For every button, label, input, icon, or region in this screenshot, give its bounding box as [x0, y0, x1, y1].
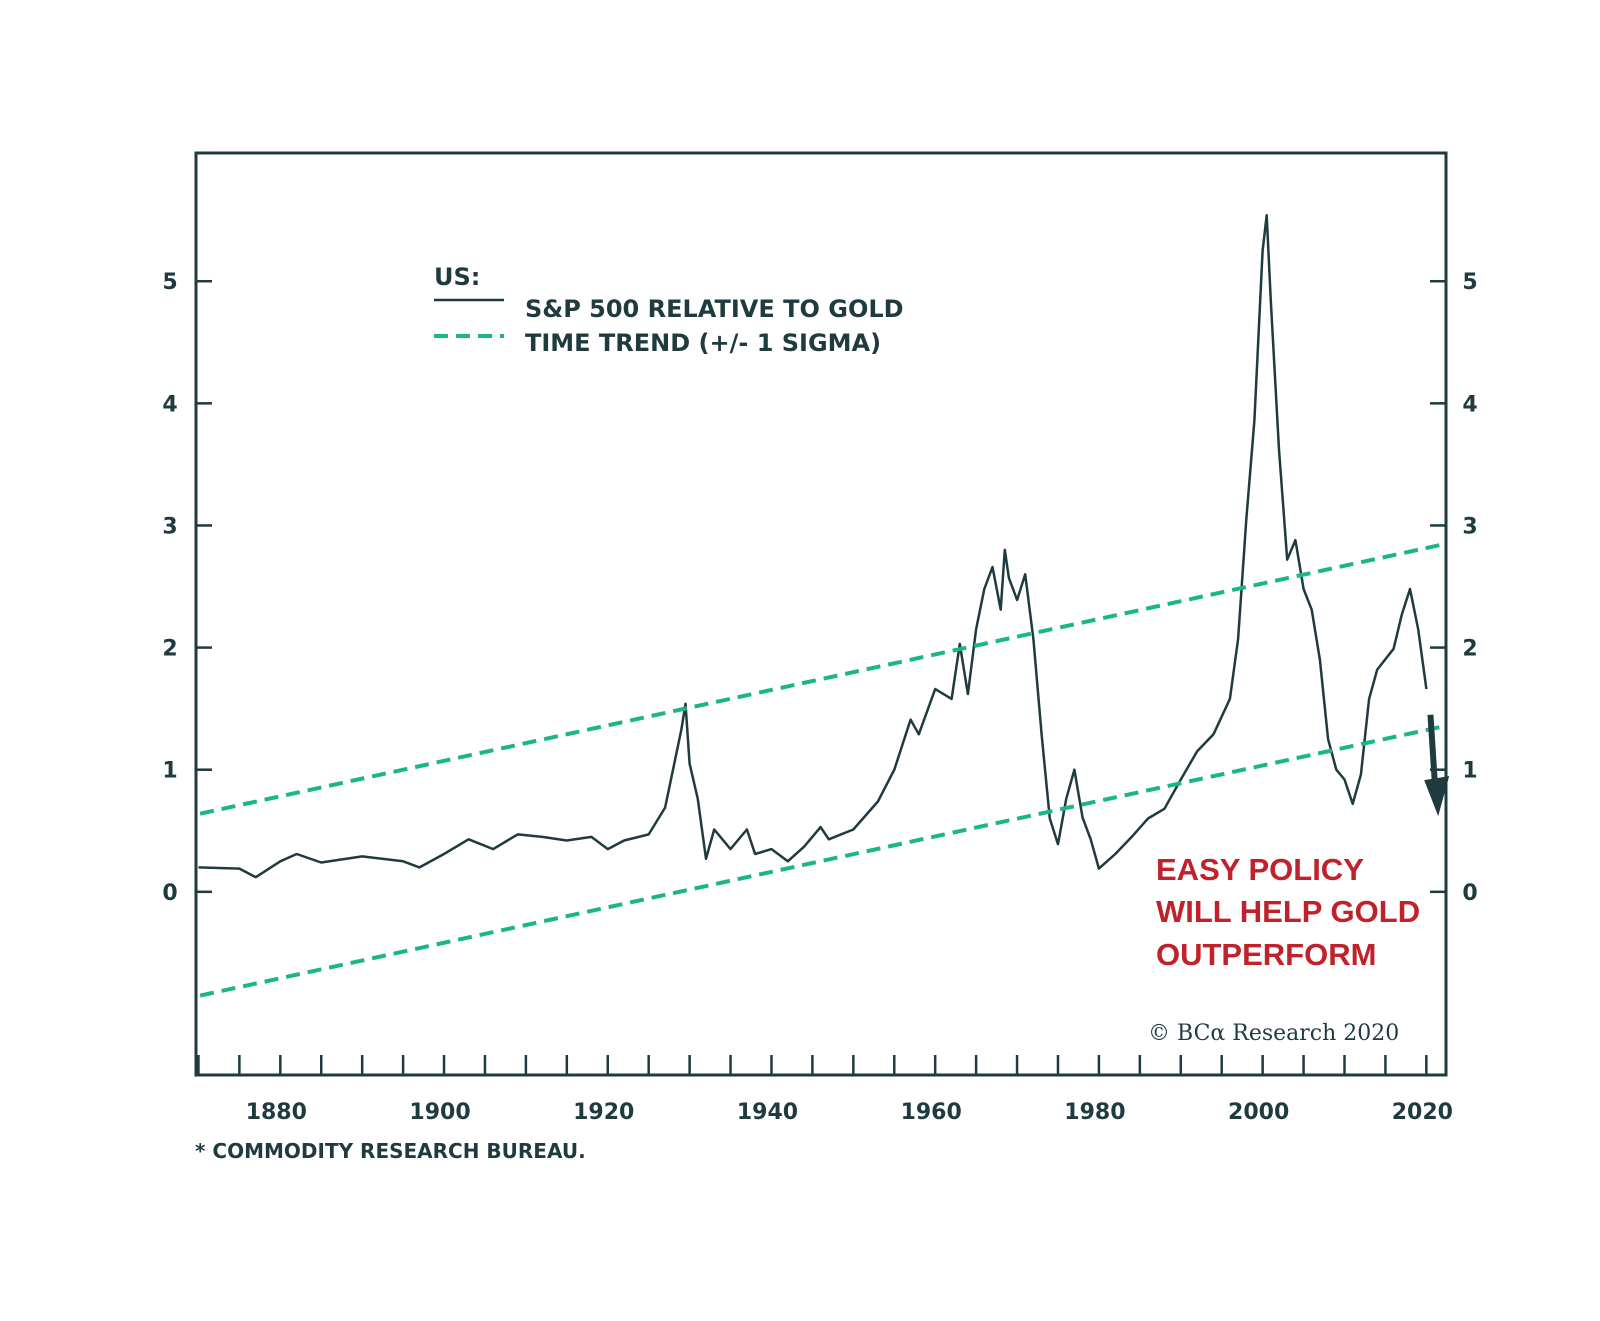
arrow-head [1424, 776, 1450, 817]
callout-line-1: EASY POLICY [1156, 852, 1364, 887]
y-tick-label-right: 2 [1462, 637, 1477, 662]
x-tick-label: 1940 [737, 1100, 798, 1125]
legend-label-trend: TIME TREND (+/- 1 SIGMA) [525, 329, 881, 357]
y-tick-label-left: 3 [162, 514, 177, 539]
series-layer [198, 214, 1441, 998]
y-tick-label-left: 1 [162, 759, 177, 784]
y-tick-label-right: 4 [1462, 392, 1477, 417]
legend: US: S&P 500 RELATIVE TO GOLD TIME TREND … [434, 263, 904, 357]
y-axis-ticks [196, 279, 1446, 894]
callout-line-2: WILL HELP GOLD [1156, 894, 1420, 929]
x-tick-label: 2020 [1392, 1100, 1453, 1125]
down-arrow-icon [1424, 714, 1450, 817]
sp500-gold-line [198, 214, 1428, 879]
legend-heading: US: [434, 263, 480, 291]
callout-line-3: OUTPERFORM [1156, 937, 1376, 972]
x-tick-label: 1980 [1064, 1100, 1125, 1125]
y-axis-labels-right: 0 1 2 3 4 5 [1462, 270, 1477, 906]
y-axis-labels-left: 0 1 2 3 4 5 [162, 270, 177, 906]
x-tick-label: 1900 [409, 1100, 470, 1125]
trend-line-lower [199, 725, 1441, 998]
credit-text: © BCα Research 2020 [1148, 1021, 1399, 1046]
y-tick-label-left: 4 [162, 392, 177, 417]
x-axis-labels: 1880 1900 1920 1940 1960 1980 2000 2020 [246, 1100, 1453, 1125]
x-tick-label: 2000 [1228, 1100, 1289, 1125]
x-axis-ticks [197, 1055, 1428, 1075]
y-tick-label-left: 0 [162, 881, 177, 906]
y-tick-label-right: 1 [1462, 759, 1477, 784]
y-tick-label-left: 2 [162, 637, 177, 662]
x-tick-label: 1960 [901, 1100, 962, 1125]
plot-frame [194, 151, 1448, 1077]
legend-label-sp500: S&P 500 RELATIVE TO GOLD [525, 295, 904, 323]
y-tick-label-right: 5 [1462, 270, 1477, 295]
trend-line-upper [199, 543, 1441, 816]
x-tick-label: 1880 [246, 1100, 307, 1125]
y-tick-label-right: 3 [1462, 514, 1477, 539]
footnote: * COMMODITY RESEARCH BUREAU. [195, 1139, 586, 1163]
y-tick-label-left: 5 [162, 270, 177, 295]
arrow-shaft [1427, 714, 1439, 789]
x-tick-label: 1920 [573, 1100, 634, 1125]
y-tick-label-right: 0 [1462, 881, 1477, 906]
